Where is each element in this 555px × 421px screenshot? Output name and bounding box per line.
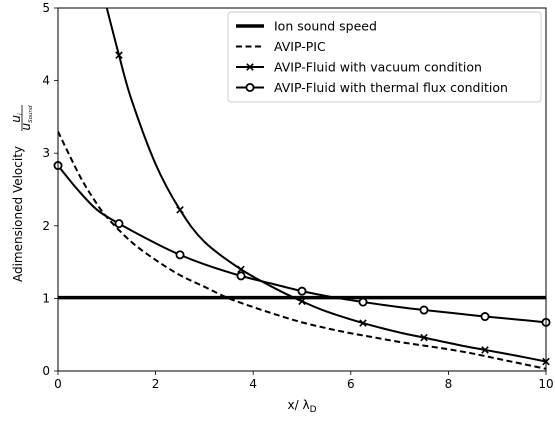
- y-tick-label: 1: [42, 291, 50, 305]
- y-tick-label: 0: [42, 364, 50, 378]
- legend-item: AVIP-Fluid with thermal flux condition: [236, 80, 508, 95]
- x-axis-label: x/ λD: [288, 398, 317, 415]
- x-tick-label: 10: [538, 377, 553, 391]
- legend-item: AVIP-PIC: [236, 39, 326, 54]
- legend-marker: [246, 63, 254, 71]
- legend-item: Ion sound speed: [236, 19, 377, 34]
- x-tick-label: 2: [152, 377, 160, 391]
- y-tick-label: 3: [42, 146, 50, 160]
- series-4-marker: [480, 312, 490, 322]
- series-4-marker: [175, 250, 185, 260]
- legend: Ion sound speed AVIP-PIC AVIP-Fluid with v…: [227, 11, 542, 103]
- x-tick-label: 0: [54, 377, 62, 391]
- y-fraction-denominator-sub: Sound: [28, 105, 34, 123]
- series-3-marker: [176, 206, 184, 214]
- series-4-marker: [114, 219, 124, 229]
- series-3-marker: [237, 265, 245, 274]
- series-4-marker: [358, 297, 368, 307]
- y-fraction-numerator-sub: i: [17, 113, 24, 115]
- series-4-marker: [419, 305, 429, 315]
- series-line-2: [58, 130, 546, 370]
- y-tick-label: 2: [42, 219, 50, 233]
- y-tick-label: 5: [42, 1, 50, 15]
- legend-label: AVIP-PIC: [274, 39, 326, 54]
- x-axis-label-sub: D: [310, 405, 317, 415]
- y-tick-label: 4: [42, 74, 50, 88]
- series-3-marker: [420, 333, 428, 342]
- legend-item: AVIP-Fluid with vacuum condition: [236, 60, 482, 75]
- y-axis-label-text: Adimensioned Velocity: [11, 146, 25, 282]
- x-axis-label-main: x/ λ: [288, 398, 310, 412]
- series-4-marker: [297, 286, 307, 296]
- x-tick-label: 6: [347, 377, 355, 391]
- y-fraction-numerator-main: u: [9, 115, 23, 123]
- y-fraction-denominator: uSound: [19, 105, 34, 130]
- axis-ticks: 0 2 4 6 8 10 0 1 2 3 4 5: [42, 1, 553, 391]
- legend-label: Ion sound speed: [274, 19, 377, 34]
- y-fraction-numerator: ui: [9, 113, 24, 123]
- x-tick-label: 8: [445, 377, 453, 391]
- y-axis-label: Adimensioned Velocity ui uSound: [9, 105, 34, 282]
- x-tick-label: 4: [249, 377, 257, 391]
- legend-label: AVIP-Fluid with vacuum condition: [274, 60, 482, 75]
- y-fraction-denominator-main: u: [19, 122, 33, 130]
- series-3-marker: [298, 297, 306, 306]
- legend-label: AVIP-Fluid with thermal flux condition: [274, 80, 508, 95]
- plot-area: [53, 8, 551, 370]
- series-3-marker: [359, 319, 367, 327]
- series-3-marker: [115, 51, 123, 59]
- series-4-marker: [236, 271, 246, 281]
- y-axis-label-fraction: ui uSound: [9, 105, 34, 131]
- plot-frame: [57, 7, 547, 372]
- series-3-marker: [481, 346, 489, 354]
- legend-box: [227, 11, 542, 103]
- legend-marker: [245, 83, 255, 93]
